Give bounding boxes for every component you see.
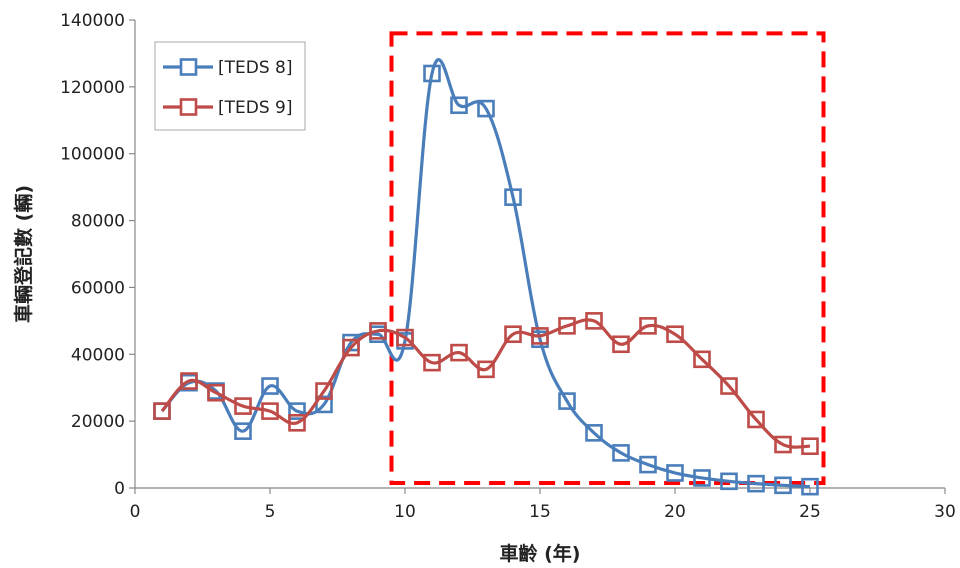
data-point-marker <box>450 96 468 115</box>
data-point-marker <box>720 472 738 491</box>
x-tick-label: 5 <box>265 502 276 522</box>
data-point-marker <box>504 325 522 344</box>
tick-labels: 0 20000 40000 60000 80000 100000 120000 140000 0… <box>60 11 956 522</box>
data-point-marker <box>180 372 198 390</box>
data-point-marker <box>666 464 684 482</box>
data-point-marker <box>531 327 549 345</box>
legend-item: [TEDS 9] <box>163 98 293 118</box>
x-axis-title: 車齡 (年) <box>500 542 581 565</box>
y-tick-label: 20000 <box>71 412 125 432</box>
x-tick-label: 10 <box>394 502 416 522</box>
data-point-marker <box>153 402 171 420</box>
data-point-marker <box>747 474 765 493</box>
data-point-marker <box>666 325 684 344</box>
data-point-marker <box>639 455 657 474</box>
y-tick-label: 100000 <box>60 145 125 165</box>
x-tick-label: 20 <box>664 502 686 522</box>
series-line <box>160 318 811 449</box>
data-point-marker <box>261 402 279 420</box>
y-tick-label: 40000 <box>71 345 125 365</box>
series-2 <box>153 312 819 456</box>
x-tick-label: 25 <box>799 502 821 522</box>
data-point-marker <box>477 99 495 118</box>
data-point-marker <box>747 410 765 429</box>
data-point-marker <box>342 338 360 357</box>
data-point-marker <box>234 422 252 440</box>
x-tick-label: 0 <box>130 502 141 522</box>
highlight-dashed-box <box>389 31 826 485</box>
data-point-marker <box>288 402 306 420</box>
data-point-marker <box>369 322 387 340</box>
data-point-marker <box>423 64 441 83</box>
data-point-marker <box>234 397 252 415</box>
x-tick-label: 15 <box>529 502 551 522</box>
data-point-marker <box>612 335 630 354</box>
data-point-marker <box>639 317 657 335</box>
data-point-marker <box>693 350 711 369</box>
legend-swatch-marker <box>179 98 198 116</box>
data-point-marker <box>423 353 441 372</box>
y-tick-label: 60000 <box>71 278 125 298</box>
data-point-marker <box>774 435 792 454</box>
legend-label: [TEDS 9] <box>218 98 293 118</box>
legend-item: [TEDS 8] <box>163 58 293 78</box>
data-point-marker <box>801 477 819 496</box>
x-tick-label: 30 <box>934 502 956 522</box>
legend: [TEDS 8] [TEDS 9] <box>154 41 306 131</box>
y-tick-label: 140000 <box>60 11 125 31</box>
series-layer <box>153 58 819 496</box>
y-tick-label: 80000 <box>71 212 125 232</box>
data-point-marker <box>720 377 738 395</box>
axes <box>129 19 946 494</box>
annotations <box>389 31 826 485</box>
data-point-marker <box>585 312 603 330</box>
data-point-marker <box>774 476 792 495</box>
y-tick-label: 120000 <box>60 78 125 98</box>
data-point-marker <box>315 382 333 400</box>
y-tick-label: 0 <box>114 479 125 499</box>
data-point-marker <box>396 328 414 347</box>
data-point-marker <box>477 360 495 379</box>
data-point-marker <box>504 188 522 206</box>
data-point-marker <box>261 377 279 395</box>
data-point-marker <box>450 343 468 362</box>
data-point-marker <box>558 392 576 410</box>
data-point-marker <box>207 383 225 402</box>
data-point-marker <box>558 317 576 335</box>
y-axis-title: 車輛登記數 (輛) <box>12 185 35 323</box>
data-point-marker <box>585 424 603 442</box>
series-line <box>160 58 811 489</box>
data-point-marker <box>288 414 306 432</box>
data-point-marker <box>693 469 711 487</box>
data-point-marker <box>801 437 819 456</box>
data-point-marker <box>612 444 630 462</box>
legend-swatch-marker <box>179 58 198 76</box>
legend-label: [TEDS 8] <box>218 58 293 78</box>
